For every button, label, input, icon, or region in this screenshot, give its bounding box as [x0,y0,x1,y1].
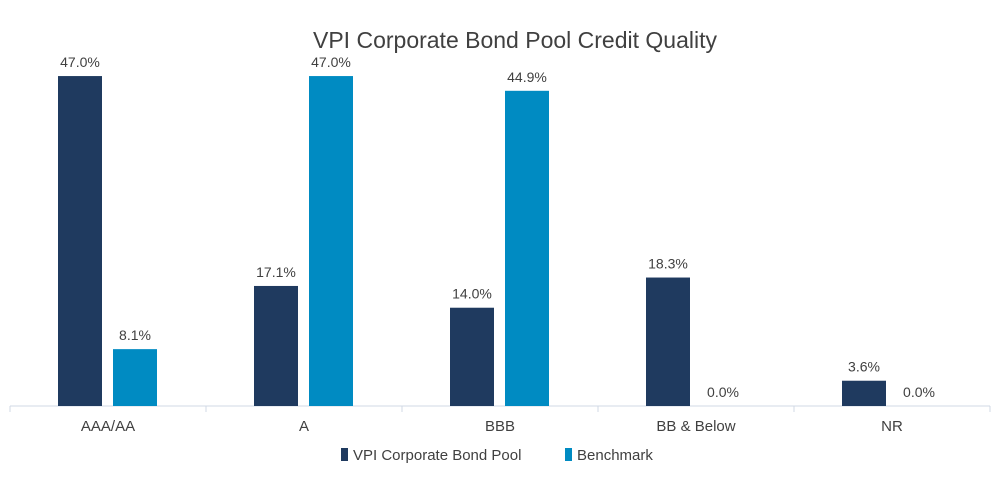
bar-benchmark [505,90,549,406]
x-tick-label: NR [881,418,903,435]
data-label: 47.0% [311,54,351,70]
bar-vpi [450,307,494,406]
bar-vpi [58,76,102,406]
x-axis: AAA/AA A BBB BB & Below NR [9,405,991,435]
data-label: 14.0% [452,286,492,302]
data-label: 18.3% [648,256,688,272]
chart-title: VPI Corporate Bond Pool Credit Quality [313,27,717,53]
bar-vpi [842,380,886,406]
data-label: 3.6% [848,359,880,375]
bar-vpi [254,285,298,406]
legend: VPI Corporate Bond Pool Benchmark [341,447,653,464]
data-label: 8.1% [119,327,151,343]
legend-label-benchmark: Benchmark [577,447,653,464]
legend-swatch-benchmark [565,448,572,461]
data-label: 17.1% [256,264,296,280]
data-label: 0.0% [707,384,739,400]
data-label: 47.0% [60,54,100,70]
bar-vpi [646,277,690,406]
data-label: 44.9% [507,69,547,85]
legend-label-vpi: VPI Corporate Bond Pool [353,447,521,464]
x-tick-label: AAA/AA [81,418,135,435]
data-label: 0.0% [903,384,935,400]
legend-swatch-vpi [341,448,348,461]
bar-benchmark [113,349,157,406]
x-tick-label: BBB [485,418,515,435]
x-tick-label: A [299,418,309,435]
bar-benchmark [309,76,353,406]
bars: 47.0% 8.1% 17.1% 47.0% 14.0% 44.9% 18.3% 0.0% 3.… [58,54,935,406]
x-tick-label: BB & Below [656,418,735,435]
